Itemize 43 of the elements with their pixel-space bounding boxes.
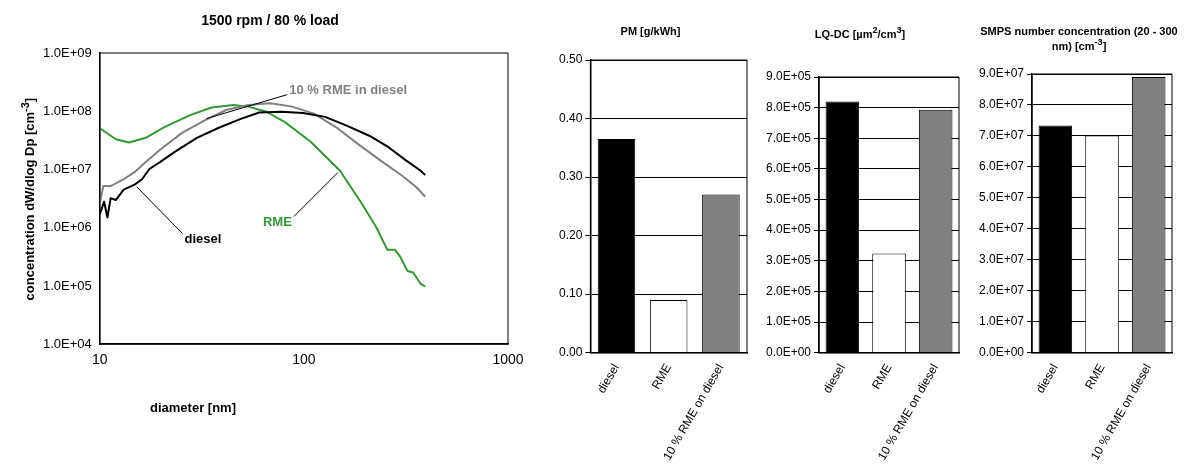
y-tick-label: 1.0E+07 [43, 161, 92, 177]
y-tick-label: 1.0E+08 [43, 102, 92, 118]
y-tick-label: 1.0E+05 [43, 277, 92, 293]
y-tick-label: 4.0E+07 [978, 221, 1025, 236]
y-tick-label: 0.00 [559, 344, 583, 359]
y-tick-label: 0.0E+00 [765, 344, 812, 359]
y-tick-label: 4.0E+05 [765, 222, 812, 237]
y-tick-label: 6.0E+05 [765, 161, 812, 176]
y-tick-label: 0.0E+00 [978, 344, 1025, 359]
y-tick-label: 2.0E+05 [765, 283, 812, 298]
y-tick-label: 1.0E+04 [43, 335, 92, 351]
chart-title: SMPS number concentration (20 - 300 nm) [cm$^{-3}$] [979, 25, 1179, 52]
y-tick-label: 0.10 [559, 286, 583, 301]
y-tick-label: 3.0E+05 [765, 253, 812, 268]
y-tick-label: 9.0E+05 [765, 69, 812, 84]
x-tick-label: 10 [92, 351, 108, 368]
y-tick-label: 3.0E+07 [978, 252, 1025, 267]
chart-title: PM [g/kWh] [619, 25, 682, 37]
y-tick-label: 0.40 [559, 110, 583, 125]
series-label: 10 % RME in diesel [289, 82, 408, 98]
y-tick-label: 1.0E+07 [978, 314, 1025, 328]
chart-title: 1500 rpm / 80 % load [200, 12, 340, 28]
y-tick-label: 7.0E+05 [765, 130, 812, 145]
y-tick-label: 0.50 [559, 52, 583, 67]
y-tick-label: 1.0E+09 [43, 44, 92, 60]
chart-title: LQ-DC [µm$^{2}$/cm$^{3}$] [813, 25, 907, 40]
x-axis-title: diameter [nm] [150, 400, 236, 415]
y-tick-label: 8.0E+05 [765, 99, 812, 114]
y-tick-label: 6.0E+07 [978, 159, 1025, 174]
y-tick-label: 1.0E+05 [765, 314, 812, 329]
x-tick-label: 1000 [492, 351, 524, 368]
y-tick-label: 2.0E+07 [978, 283, 1025, 298]
y-tick-label: 7.0E+07 [978, 128, 1025, 143]
y-tick-label: 5.0E+07 [978, 190, 1025, 205]
y-tick-label: 5.0E+05 [765, 191, 812, 206]
text: RME [262, 214, 293, 230]
y-tick-label: 9.0E+07 [978, 66, 1025, 81]
y-tick-label: 0.20 [559, 227, 583, 242]
y-tick-label: 0.30 [559, 169, 583, 184]
text: diesel [184, 231, 222, 247]
y-tick-label: 8.0E+07 [978, 97, 1025, 112]
y-tick-label: 1.0E+06 [43, 219, 92, 235]
x-tick-label: 100 [292, 351, 316, 368]
